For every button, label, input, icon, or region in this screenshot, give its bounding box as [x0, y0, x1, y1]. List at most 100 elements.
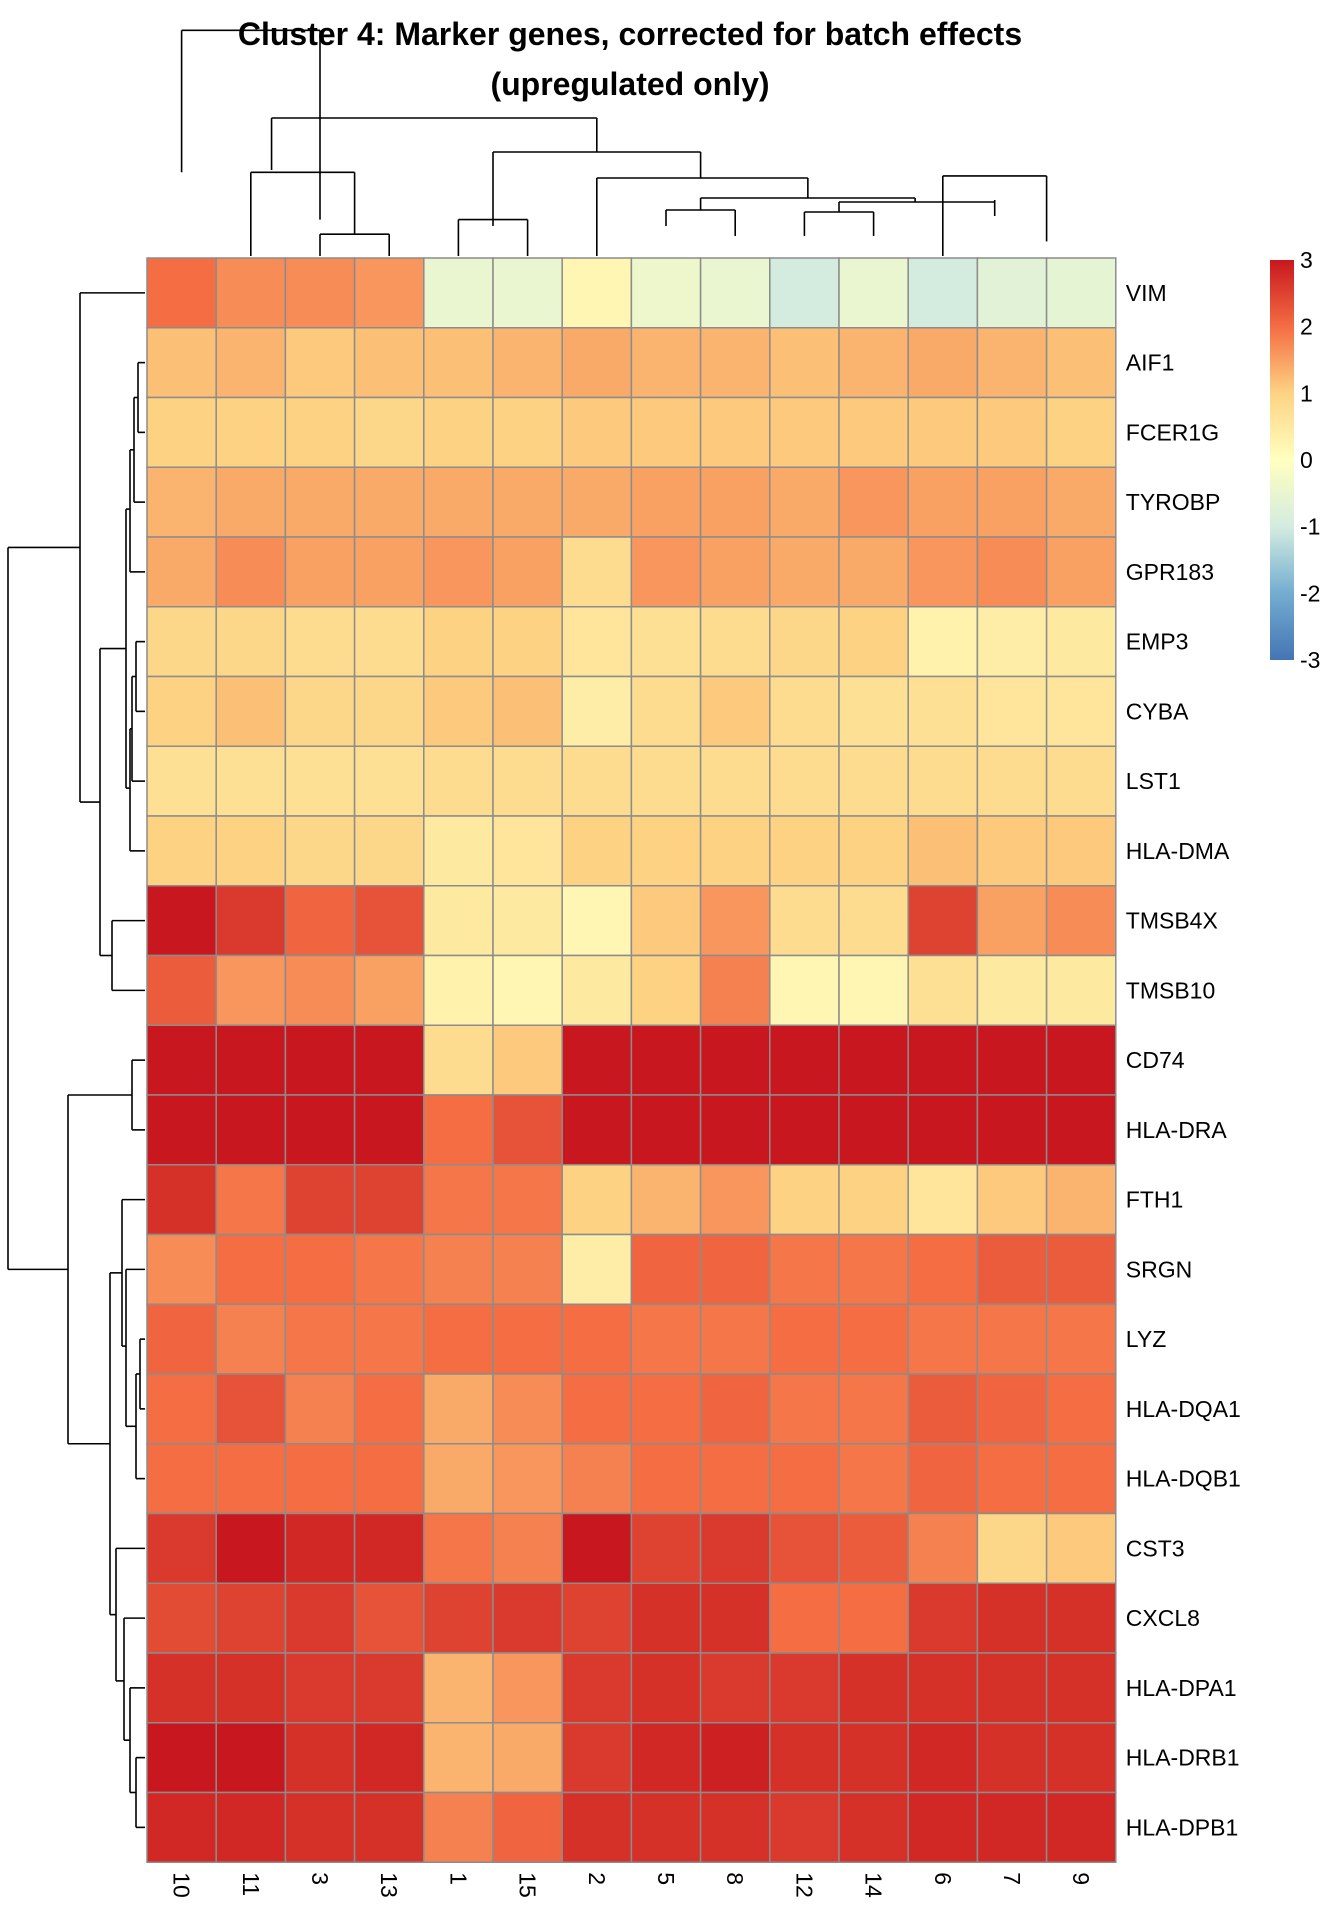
heatmap-cell: [1045, 327, 1117, 399]
heatmap-cell: [1045, 1233, 1117, 1305]
heatmap-cell: [146, 954, 217, 1026]
heatmap-cell: [353, 954, 425, 1026]
heatmap-cell: [769, 536, 840, 608]
heatmap-cell: [1045, 675, 1117, 747]
heatmap-cell: [699, 815, 771, 887]
heatmap-cell: [492, 1443, 563, 1515]
heatmap-cell: [630, 954, 702, 1026]
heatmap-cell: [630, 1582, 702, 1654]
heatmap-cell: [838, 1582, 909, 1654]
heatmap-cell: [699, 1791, 771, 1863]
heatmap-cell: [423, 1443, 494, 1515]
heatmap-cell: [353, 536, 425, 608]
heatmap-cell: [838, 815, 909, 887]
heatmap-cell: [630, 1722, 702, 1794]
heatmap-cell: [976, 1791, 1048, 1863]
heatmap-cell: [976, 1303, 1048, 1375]
heatmap-cell: [838, 885, 909, 957]
heatmap-cell: [976, 675, 1048, 747]
heatmap-cell: [284, 1443, 356, 1515]
heatmap-cell: [492, 536, 563, 608]
heatmap-cell: [1045, 1024, 1117, 1096]
heatmap-cell: [838, 1373, 909, 1445]
heatmap-cell: [561, 815, 633, 887]
heatmap-cell: [146, 1582, 217, 1654]
heatmap-cell: [1045, 1652, 1117, 1724]
heatmap-cell: [215, 1512, 287, 1584]
heatmap-cell: [284, 1512, 356, 1584]
heatmap-cell: [353, 1094, 425, 1166]
row-label: AIF1: [1126, 350, 1175, 376]
heatmap-cell: [838, 745, 909, 817]
heatmap-cell: [353, 745, 425, 817]
heatmap-cell: [769, 466, 840, 538]
heatmap-cell: [492, 1024, 563, 1096]
heatmap-cell: [423, 1652, 494, 1724]
heatmap-cell: [561, 606, 633, 678]
heatmap-cell: [492, 1791, 563, 1863]
heatmap-cell: [769, 885, 840, 957]
heatmap-cell: [353, 466, 425, 538]
heatmap-cell: [561, 1303, 633, 1375]
heatmap-cell: [146, 1373, 217, 1445]
heatmap-cell: [1045, 1722, 1117, 1794]
heatmap-cell: [215, 1443, 287, 1515]
heatmap-cell: [907, 1722, 979, 1794]
heatmap-cell: [769, 1024, 840, 1096]
row-label: LST1: [1126, 768, 1181, 794]
heatmap-cell: [353, 1582, 425, 1654]
heatmap-cell: [423, 396, 494, 468]
heatmap-cell: [630, 745, 702, 817]
heatmap-cell: [630, 1303, 702, 1375]
heatmap-cell: [492, 396, 563, 468]
heatmap-cell: [699, 1233, 771, 1305]
heatmap-cell: [353, 606, 425, 678]
heatmap-cell: [492, 1233, 563, 1305]
heatmap-cell: [976, 257, 1048, 329]
heatmap-cell: [838, 675, 909, 747]
heatmap-cell: [1045, 1373, 1117, 1445]
heatmap-cell: [769, 606, 840, 678]
heatmap-cell: [630, 1443, 702, 1515]
heatmap-cell: [284, 815, 356, 887]
heatmap-cell: [699, 536, 771, 608]
heatmap-cell: [838, 606, 909, 678]
heatmap-cell: [146, 396, 217, 468]
heatmap-cell: [423, 745, 494, 817]
heatmap-cell: [630, 327, 702, 399]
row-label: SRGN: [1126, 1256, 1192, 1282]
heatmap-cell: [423, 675, 494, 747]
heatmap-cell: [284, 745, 356, 817]
heatmap-cell: [492, 257, 563, 329]
heatmap-cell: [769, 675, 840, 747]
heatmap-cell: [146, 536, 217, 608]
heatmap-cell: [630, 815, 702, 887]
heatmap-cell: [1045, 954, 1117, 1026]
heatmap-cell: [769, 1443, 840, 1515]
heatmap-cell: [492, 1582, 563, 1654]
heatmap-cell: [215, 1164, 287, 1236]
heatmap-cell: [976, 885, 1048, 957]
row-label: GPR183: [1126, 559, 1214, 585]
heatmap-cell: [215, 327, 287, 399]
heatmap-cell: [1045, 1164, 1117, 1236]
heatmap-cell: [907, 257, 979, 329]
column-label: 3: [307, 1872, 333, 1885]
column-label: 13: [376, 1872, 402, 1898]
heatmap-cell: [907, 1373, 979, 1445]
heatmap-cell: [146, 1791, 217, 1863]
heatmap-cell: [561, 536, 633, 608]
row-label: TMSB4X: [1126, 908, 1218, 934]
heatmap-cell: [838, 954, 909, 1026]
heatmap-cell: [146, 1094, 217, 1166]
heatmap-cell: [699, 1303, 771, 1375]
heatmap-cell: [215, 954, 287, 1026]
heatmap-cell: [423, 1024, 494, 1096]
column-label: 8: [722, 1872, 748, 1885]
heatmap-cell: [492, 1652, 563, 1724]
heatmap-cell: [284, 1094, 356, 1166]
heatmap-cell: [907, 675, 979, 747]
column-label: 11: [238, 1872, 264, 1896]
row-label: FCER1G: [1126, 419, 1219, 445]
